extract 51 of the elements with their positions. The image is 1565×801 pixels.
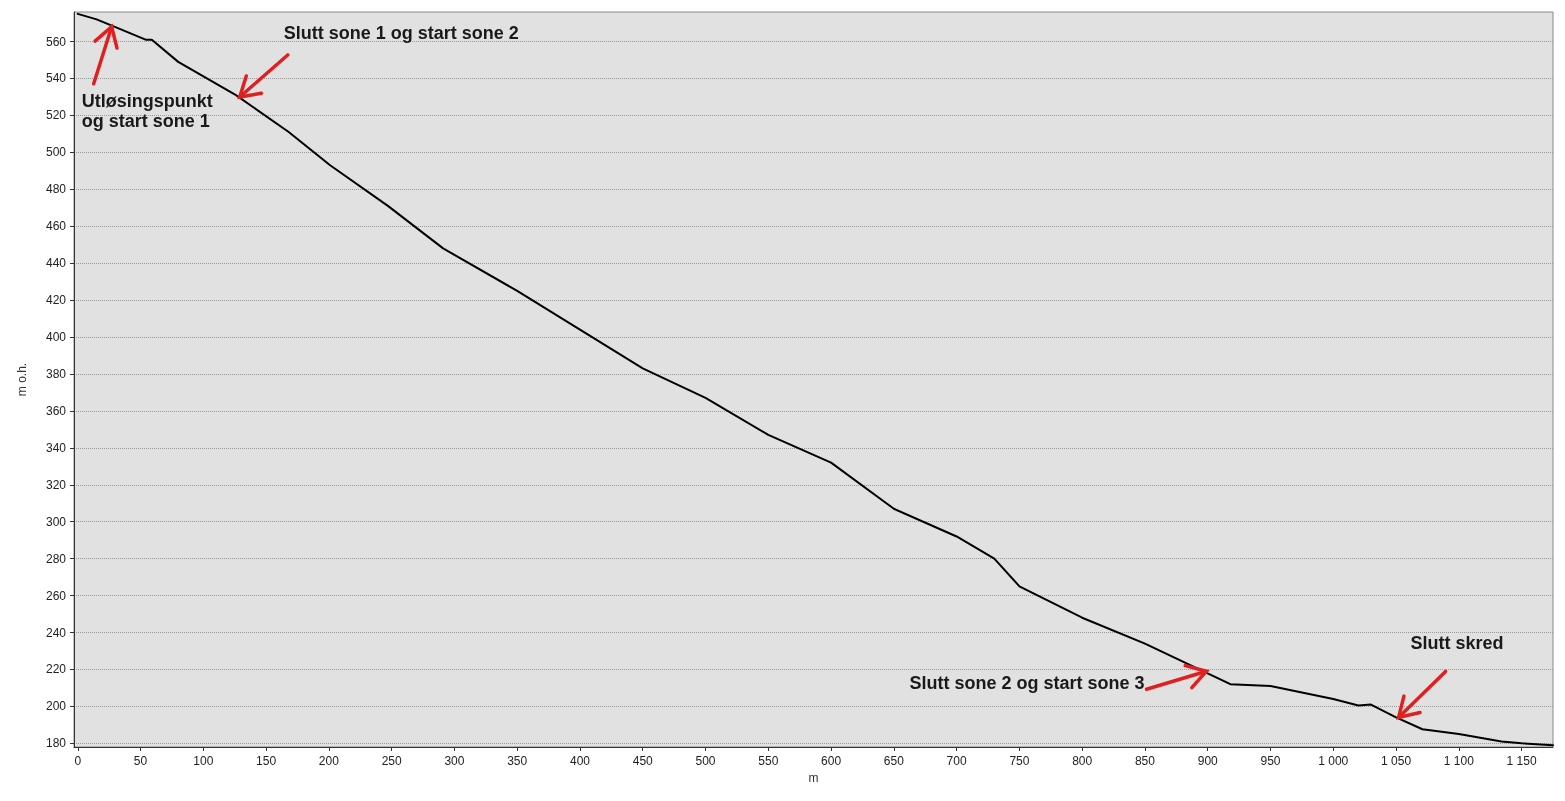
y-tick-label: 280	[45, 551, 67, 566]
y-tick-label: 560	[45, 34, 67, 49]
y-tick-label: 320	[45, 477, 67, 492]
x-tick-label: 0	[74, 754, 82, 768]
y-tick-label: 300	[45, 514, 67, 529]
y-axis-title: m o.h.	[15, 362, 29, 397]
y-tick-label: 420	[45, 293, 67, 308]
annotation: Slutt skred	[1410, 633, 1504, 654]
x-tick-label: 500	[695, 754, 716, 768]
y-tick-label: 520	[45, 108, 67, 123]
y-tick-label: 460	[45, 219, 67, 234]
x-tick-label: 300	[444, 754, 465, 768]
y-tick-label: 260	[45, 588, 67, 603]
x-tick-label: 800	[1072, 754, 1093, 768]
x-tick-label: 400	[569, 754, 591, 768]
y-tick-label: 200	[45, 699, 67, 714]
x-tick-label: 900	[1197, 754, 1219, 768]
x-tick-label: 550	[758, 754, 779, 768]
y-tick-label: 380	[45, 366, 67, 381]
y-tick-label: 220	[45, 662, 67, 677]
y-tick-label: 480	[45, 182, 67, 197]
x-tick-label: 750	[1009, 754, 1030, 768]
x-tick-label: 1 150	[1506, 754, 1537, 768]
x-tick-label: 1 000	[1318, 754, 1349, 768]
y-tick-label: 540	[45, 71, 67, 86]
y-tick-label: 180	[45, 736, 67, 751]
x-tick-label: 250	[381, 754, 402, 768]
y-tick-label: 400	[45, 330, 67, 345]
x-tick-label: 50	[133, 754, 148, 768]
x-tick-label: 150	[256, 754, 277, 768]
x-tick-label: 450	[632, 754, 654, 768]
annotation: Slutt sone 2 og start sone 3	[909, 673, 1145, 694]
x-tick-label: 200	[318, 754, 340, 768]
line-series	[76, 12, 1554, 747]
x-tick-label: 700	[946, 754, 967, 768]
x-tick-label: 850	[1134, 754, 1156, 768]
x-tick-label: 1 100	[1443, 754, 1475, 768]
y-tick-label: 440	[45, 256, 67, 271]
y-tick-label: 500	[45, 145, 67, 160]
annotation: Slutt sone 1 og start sone 2	[283, 22, 519, 43]
x-tick-label: 1 050	[1381, 754, 1412, 768]
y-tick-label: 360	[45, 403, 67, 418]
y-tick-label: 340	[45, 440, 67, 455]
x-tick-label: 650	[883, 754, 905, 768]
x-tick-label: 100	[193, 754, 214, 768]
x-tick-label: 350	[507, 754, 528, 768]
annotation: Utløsingspunkt og start sone 1	[81, 90, 214, 131]
x-axis-title: m	[808, 770, 819, 785]
x-tick-label: 600	[821, 754, 842, 768]
x-tick-label: 950	[1260, 754, 1281, 768]
y-tick-label: 240	[45, 625, 67, 640]
